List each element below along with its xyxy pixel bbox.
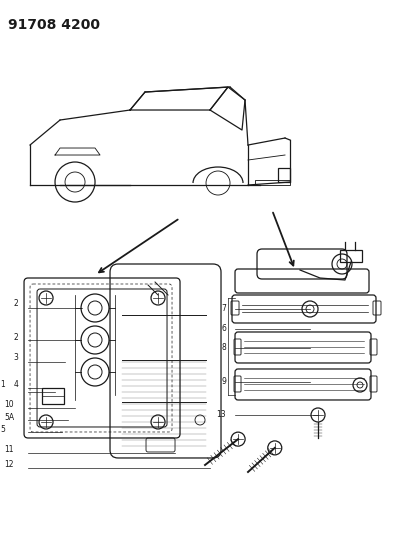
Bar (255, 180, 290, 185)
Text: 8: 8 (221, 343, 226, 352)
Text: 7: 7 (221, 304, 226, 313)
Text: 5A: 5A (4, 414, 14, 423)
Text: 12: 12 (5, 461, 14, 470)
Bar (278, 168, 290, 182)
Text: 91708 4200: 91708 4200 (8, 18, 100, 32)
Text: 2: 2 (13, 334, 18, 343)
Text: 6: 6 (221, 325, 226, 334)
Text: 3: 3 (13, 353, 18, 362)
Text: 1: 1 (0, 381, 5, 390)
Text: 10: 10 (4, 400, 14, 409)
Text: 9: 9 (221, 377, 226, 386)
Text: 13: 13 (216, 410, 226, 419)
Text: 5: 5 (0, 425, 5, 434)
Bar (42, 388, 64, 404)
Text: 11: 11 (5, 446, 14, 455)
Text: 2: 2 (13, 300, 18, 309)
Bar (340, 250, 362, 262)
Text: 4: 4 (13, 381, 18, 390)
